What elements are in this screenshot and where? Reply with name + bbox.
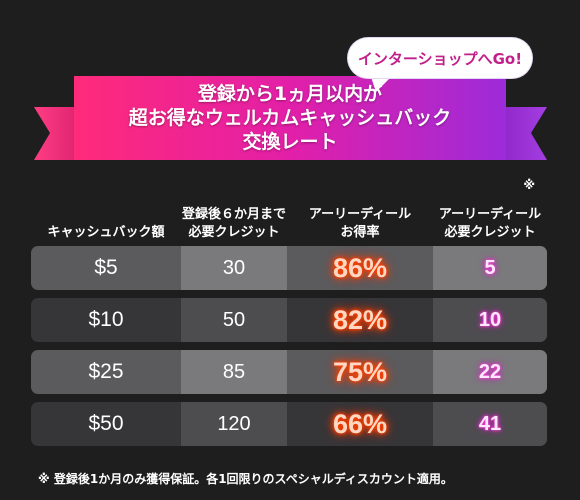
cashback-amount: $50: [88, 412, 124, 435]
header-cashback: キャッシュバック額: [31, 180, 181, 242]
early-rate-value: 66%: [332, 408, 388, 439]
credits-6m-value: 85: [181, 350, 287, 394]
header-early-credits-line-1: アーリーディール: [438, 207, 542, 222]
credits-6m-value: 50: [181, 298, 287, 342]
speech-bubble-tail: [370, 74, 394, 92]
early-rate-value: 75%: [332, 356, 388, 387]
promo-banner: 登録から1ヵ月以内が 超お得なウェルカムキャッシュバック 交換レート インターシ…: [0, 0, 580, 175]
cashback-amount: $5: [94, 256, 118, 279]
ribbon-graphic: [34, 76, 547, 160]
banner-title-line-2: 超お得なウェルカムキャッシュバック: [128, 107, 452, 129]
credits-6m-value: 120: [181, 402, 287, 446]
header-early-rate-line-2: お得率: [340, 225, 380, 240]
banner-title-line-3: 交換レート: [242, 131, 338, 153]
header-early-credits-line-2: 必要クレジット: [444, 225, 536, 240]
header-early-rate-line-1: アーリーディール: [308, 207, 412, 222]
cashback-amount: $10: [88, 308, 124, 331]
early-credits-value: 22: [478, 360, 502, 383]
shop-link-button[interactable]: インターショップへGo!: [348, 38, 532, 78]
table-header: キャッシュバック額 登録後６か月まで 必要クレジット アーリーディール お得率 …: [31, 178, 547, 242]
header-cashback-label: キャッシュバック額: [47, 225, 165, 240]
table-row: $10 50 82% 10: [31, 298, 547, 342]
early-credits-value: 10: [478, 308, 502, 331]
early-rate-value: 82%: [332, 304, 388, 335]
header-credits-6m: 登録後６か月まで 必要クレジット: [181, 180, 287, 242]
header-early-rate: アーリーディール お得率: [287, 180, 433, 242]
credits-6m-value: 30: [181, 246, 287, 290]
footnote: ※ 登録後1か月のみ獲得保証。各1回限りのスペシャルディスカウント適用。: [38, 472, 453, 486]
header-credits-6m-line-1: 登録後６か月まで: [181, 207, 286, 222]
header-note-mark: ※: [523, 178, 535, 192]
early-rate-value: 86%: [332, 252, 388, 283]
table-row: $5 30 86% 5: [31, 246, 547, 290]
banner-title-line-1: 登録から1ヵ月以内が: [197, 83, 383, 105]
header-credits-6m-line-2: 必要クレジット: [188, 225, 280, 240]
early-credits-value: 41: [478, 412, 502, 435]
banner-title: 登録から1ヵ月以内が 超お得なウェルカムキャッシュバック 交換レート: [80, 82, 500, 154]
table-row: $25 85 75% 22: [31, 350, 547, 394]
cashback-amount: $25: [88, 360, 124, 383]
header-early-credits: ※ アーリーディール 必要クレジット: [433, 178, 547, 242]
table-row: $50 120 66% 41: [31, 402, 547, 446]
early-credits-value: 5: [484, 256, 496, 279]
